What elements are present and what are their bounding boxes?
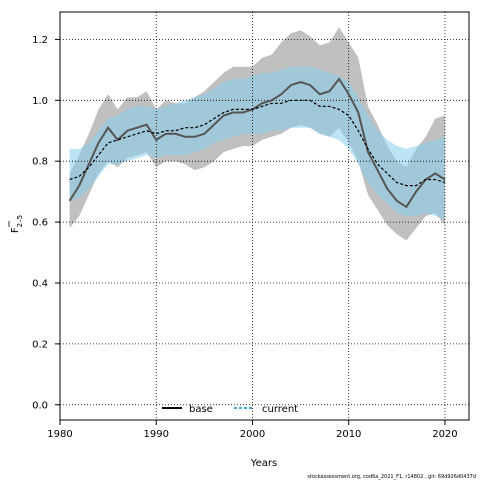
y-axis: 0.0 0.2 0.4 0.6 0.8 1.0 1.2 <box>32 35 60 411</box>
band-current <box>69 66 445 219</box>
x-tick-label: 1990 <box>144 429 169 440</box>
legend: base current <box>162 404 298 415</box>
y-tick-label: 1.2 <box>32 35 48 46</box>
plot-frame <box>59 11 470 421</box>
y-tick-label: 1.0 <box>32 96 48 107</box>
x-axis: 1980 1990 2000 2010 2020 <box>47 420 458 440</box>
confidence-bands <box>69 27 445 241</box>
y-tick-label: 0.8 <box>32 157 48 168</box>
y-axis-label-main: F <box>10 227 21 233</box>
series-lines <box>68 77 446 209</box>
series-line-current <box>69 99 446 187</box>
series-line-base <box>68 77 446 209</box>
y-tick-label: 0.2 <box>32 339 48 350</box>
svg-text:F2–5: F2–5 <box>10 215 24 233</box>
y-tick-label: 0.4 <box>32 278 48 289</box>
y-tick-label: 0.6 <box>32 218 48 229</box>
y-axis-label: F2–5 <box>8 215 24 233</box>
x-tick-label: 2000 <box>240 429 265 440</box>
x-tick-label: 2010 <box>336 429 361 440</box>
legend-label-current: current <box>262 404 298 415</box>
y-tick-label: 0.0 <box>32 400 48 411</box>
footer-note: stockassessment.org, cod6a_2021_F1, r148… <box>307 474 476 480</box>
x-axis-label: Years <box>250 458 277 469</box>
x-tick-label: 2020 <box>432 429 457 440</box>
y-axis-label-sub: 2–5 <box>16 215 24 227</box>
legend-label-base: base <box>189 404 213 415</box>
x-tick-label: 1980 <box>47 429 72 440</box>
